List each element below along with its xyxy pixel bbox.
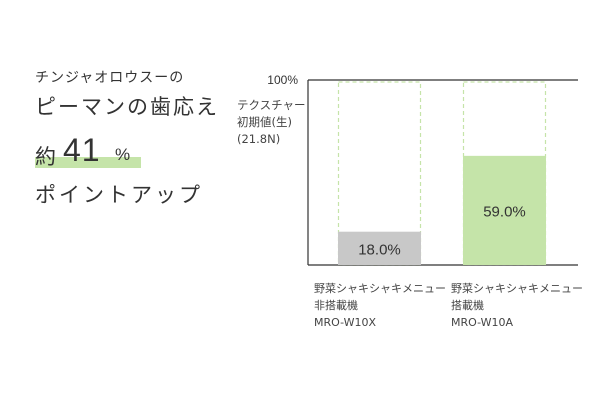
- data-label: 59.0%: [483, 203, 526, 220]
- y-axis-label-line: テクスチャー: [237, 98, 306, 112]
- tail-text: ポイントアップ: [35, 183, 203, 207]
- improvement-amount: 約 41 %: [35, 132, 185, 172]
- lead-text: チンジャオロウスーの: [35, 70, 185, 86]
- data-label: 18.0%: [358, 241, 401, 258]
- category-label-line: 搭載機: [451, 299, 484, 312]
- category-label-without: 野菜シャキシャキメニュー 非搭載機 MRO-W10X: [314, 280, 446, 331]
- y-axis-label-line: (21.8N): [237, 132, 281, 146]
- headline-copy: チンジャオロウスーの ピーマンの歯応え 約 41 % ポイントアップ: [35, 68, 265, 210]
- amount-prefix: 約: [35, 145, 56, 169]
- y-axis-label: テクスチャー 初期値(生) (21.8N): [237, 97, 306, 148]
- y-axis-label-line: 初期値(生): [237, 115, 292, 129]
- amount-unit: %: [115, 145, 131, 164]
- bar: [463, 155, 546, 265]
- category-label-line: 野菜シャキシャキメニュー: [314, 282, 446, 295]
- headline-text: ピーマンの歯応え: [35, 95, 219, 119]
- bar: [338, 231, 421, 265]
- category-label-line: 野菜シャキシャキメニュー: [451, 282, 583, 295]
- y-tick-label: 100%: [267, 73, 298, 87]
- category-label-line: MRO-W10A: [451, 316, 514, 329]
- category-label-line: 非搭載機: [314, 299, 358, 312]
- category-label-line: MRO-W10X: [314, 316, 377, 329]
- amount-value: 41: [63, 132, 101, 168]
- category-label-with: 野菜シャキシャキメニュー 搭載機 MRO-W10A: [451, 280, 583, 331]
- highlight-marker: [35, 157, 141, 168]
